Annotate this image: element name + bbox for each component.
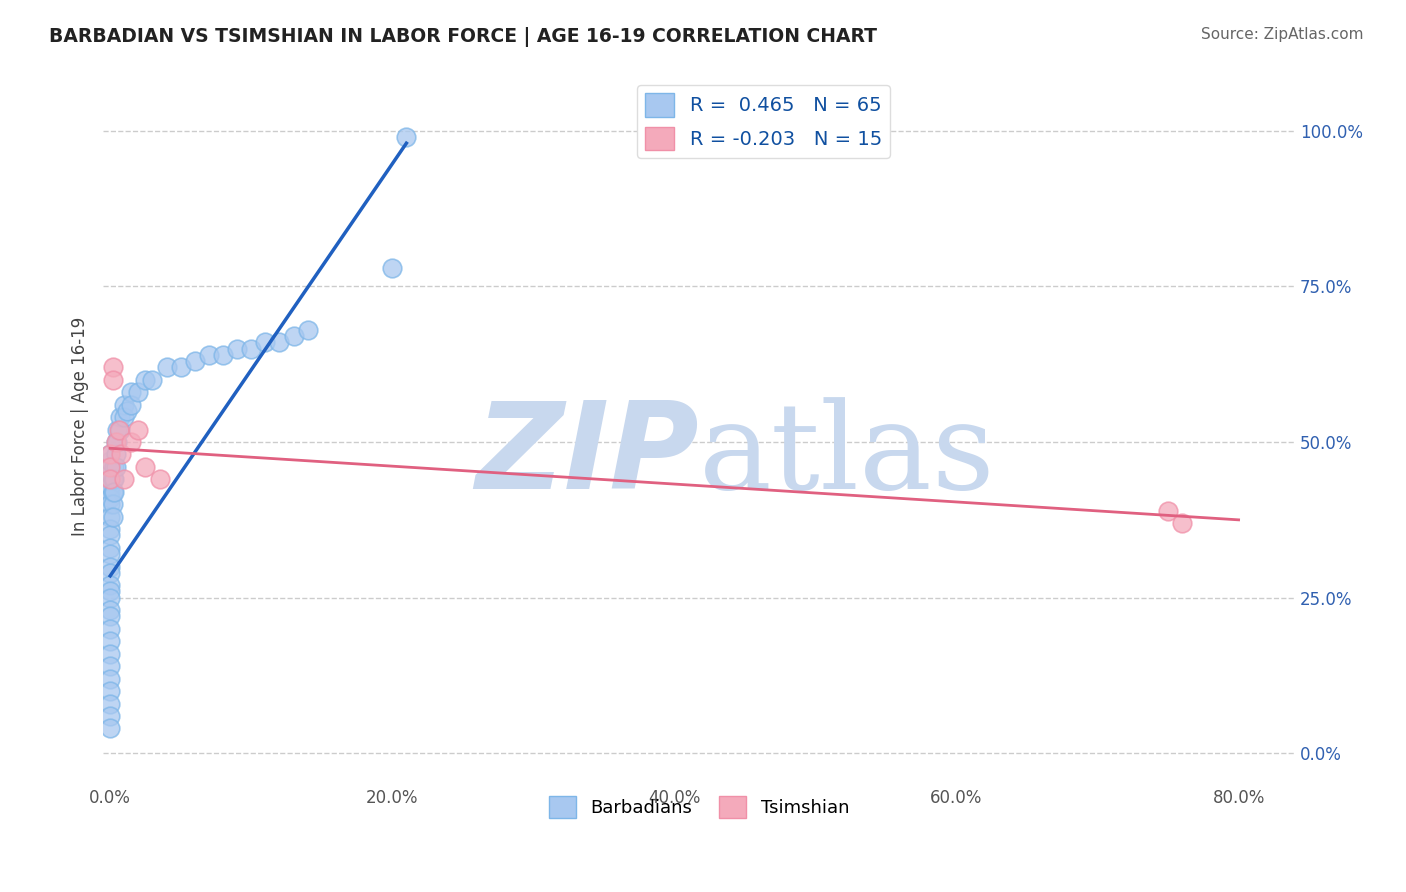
Point	[98, 672, 121, 686]
Point	[98, 634, 121, 648]
Point	[104, 435, 127, 450]
Point	[105, 423, 128, 437]
Point	[148, 472, 170, 486]
Point	[115, 404, 138, 418]
Point	[120, 385, 142, 400]
Point	[127, 385, 149, 400]
Point	[98, 466, 121, 480]
Point	[283, 329, 305, 343]
Point	[98, 472, 121, 486]
Point	[108, 423, 131, 437]
Point	[141, 373, 163, 387]
Point	[98, 448, 121, 462]
Point	[184, 354, 207, 368]
Point	[297, 323, 319, 337]
Point	[98, 559, 121, 574]
Point	[198, 348, 221, 362]
Point	[98, 522, 121, 536]
Point	[212, 348, 235, 362]
Point	[98, 484, 121, 499]
Point	[101, 472, 124, 486]
Point	[103, 472, 125, 486]
Point	[98, 566, 121, 580]
Point	[269, 335, 291, 350]
Point	[98, 722, 121, 736]
Point	[1157, 503, 1180, 517]
Point	[98, 472, 121, 486]
Point	[105, 435, 128, 450]
Point	[112, 472, 135, 486]
Point	[254, 335, 277, 350]
Point	[395, 130, 418, 145]
Point	[101, 497, 124, 511]
Point	[98, 659, 121, 673]
Point	[98, 497, 121, 511]
Point	[134, 459, 156, 474]
Point	[112, 410, 135, 425]
Point	[107, 423, 129, 437]
Point	[98, 448, 121, 462]
Point	[104, 459, 127, 474]
Point	[1171, 516, 1194, 530]
Point	[98, 609, 121, 624]
Point	[226, 342, 249, 356]
Point	[98, 453, 121, 467]
Point	[104, 435, 127, 450]
Legend: Barbadians, Tsimshian: Barbadians, Tsimshian	[541, 789, 856, 825]
Text: atlas: atlas	[699, 397, 995, 514]
Y-axis label: In Labor Force | Age 16-19: In Labor Force | Age 16-19	[72, 317, 89, 536]
Point	[108, 410, 131, 425]
Point	[98, 459, 121, 474]
Point	[98, 591, 121, 605]
Point	[98, 459, 121, 474]
Point	[240, 342, 263, 356]
Point	[98, 541, 121, 555]
Point	[98, 647, 121, 661]
Point	[120, 435, 142, 450]
Point	[110, 448, 132, 462]
Point	[98, 578, 121, 592]
Point	[120, 398, 142, 412]
Point	[98, 697, 121, 711]
Point	[98, 547, 121, 561]
Point	[155, 360, 177, 375]
Point	[134, 373, 156, 387]
Point	[103, 459, 125, 474]
Point	[101, 484, 124, 499]
Point	[98, 684, 121, 698]
Point	[98, 622, 121, 636]
Text: ZIP: ZIP	[475, 397, 699, 514]
Point	[103, 484, 125, 499]
Point	[98, 528, 121, 542]
Point	[98, 478, 121, 492]
Point	[101, 360, 124, 375]
Point	[104, 448, 127, 462]
Point	[98, 603, 121, 617]
Point	[170, 360, 193, 375]
Point	[101, 509, 124, 524]
Point	[381, 260, 404, 275]
Point	[127, 423, 149, 437]
Point	[98, 584, 121, 599]
Text: BARBADIAN VS TSIMSHIAN IN LABOR FORCE | AGE 16-19 CORRELATION CHART: BARBADIAN VS TSIMSHIAN IN LABOR FORCE | …	[49, 27, 877, 46]
Point	[101, 373, 124, 387]
Point	[98, 709, 121, 723]
Point	[98, 491, 121, 505]
Point	[98, 509, 121, 524]
Text: Source: ZipAtlas.com: Source: ZipAtlas.com	[1201, 27, 1364, 42]
Point	[112, 398, 135, 412]
